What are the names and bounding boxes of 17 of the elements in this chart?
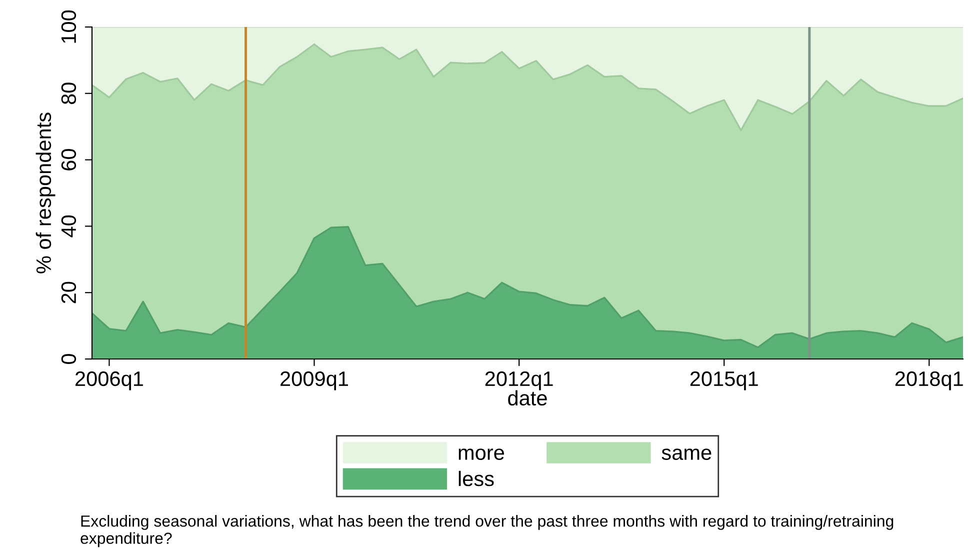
text: Excluding seasonal variations, what has been the trend over the past three months with regard to training/retraining expenditure?	[80, 515, 894, 548]
x-tick-label: 2009q1	[280, 371, 348, 390]
y-tick-label: 100	[61, 10, 76, 43]
legend-label: less	[458, 470, 494, 486]
y-tick-label: 0	[61, 354, 76, 364]
legend-label: same	[662, 448, 712, 460]
y-tick-label: 40	[61, 215, 76, 238]
x-tick-label: 2015q1	[690, 371, 758, 390]
x-tick-label: 2018q1	[895, 371, 963, 390]
y-axis-title: % of respondents	[36, 112, 56, 274]
x-tick-label: 2012q1	[485, 371, 553, 390]
x-axis-title: date	[508, 390, 547, 406]
legend-label: more	[458, 448, 504, 460]
x-tick-label: 2006q1	[76, 371, 143, 390]
y-tick-label: 20	[61, 282, 76, 304]
y-tick-label: 60	[61, 149, 76, 170]
y-tick-label: 80	[61, 82, 76, 104]
